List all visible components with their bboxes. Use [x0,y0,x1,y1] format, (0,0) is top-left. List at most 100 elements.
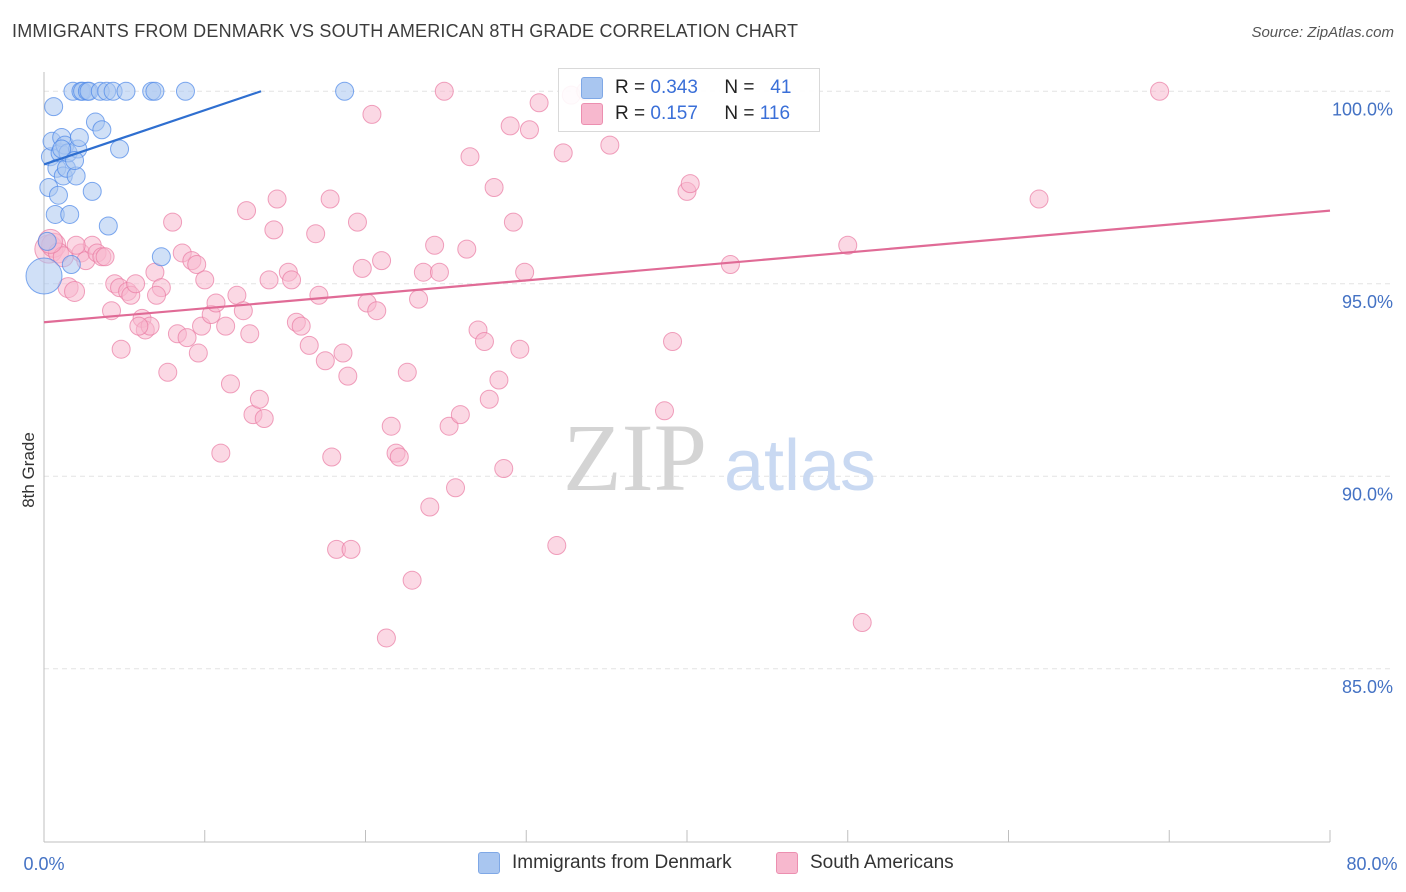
south-american-point [446,478,466,498]
south-american-point [306,224,326,244]
denmark-point [98,216,118,236]
south-american-point [494,459,514,479]
denmark-point [92,120,112,140]
south-american-point [282,270,302,290]
south-american-point [510,339,530,359]
bottom-legend-south-americans[interactable]: South Americans [776,852,954,874]
denmark-point [25,257,63,295]
axes [43,72,1331,843]
south-american-point [852,613,872,633]
south-american-point [457,239,477,259]
south-american-point [402,570,422,590]
south-american-point [322,447,342,467]
south-american-point [237,201,257,221]
south-american-point [425,235,445,255]
south-american-point [553,143,573,163]
south-american-point [129,316,149,336]
south-american-point [1150,81,1170,101]
x-tick-label-min: 0.0% [23,854,64,874]
south-american-point [434,81,454,101]
bottom-legend-label-south-americans: South Americans [810,852,954,873]
south-american-point [450,405,470,425]
south-american-point [333,343,353,363]
south-american-point [147,285,167,305]
south-american-point [489,370,509,390]
south-american-point [163,212,183,232]
y-tick-label: 85.0% [1342,677,1393,697]
y-tick-label: 100.0% [1332,99,1393,119]
south-american-point [460,147,480,167]
y-tick-label: 90.0% [1342,484,1393,504]
denmark-point [69,127,89,147]
south-american-point [397,362,417,382]
south-american-point [320,189,340,209]
chart-title: IMMIGRANTS FROM DENMARK VS SOUTH AMERICA… [12,21,799,41]
south-american-point [187,255,207,274]
legend-swatch-blue [581,77,603,99]
south-american-point [315,351,335,371]
south-american-point [211,443,231,463]
denmark-point [151,247,171,267]
south-american-point [838,235,858,255]
bottom-legend-label-denmark: Immigrants from Denmark [512,852,732,873]
south-american-point [66,235,86,255]
denmark-point [60,204,80,224]
south-americans-trend-line [43,209,1331,324]
denmark-point [145,81,165,101]
south-american-point [474,332,494,351]
denmark-point [44,97,64,117]
south-american-point [309,285,329,305]
south-american-point [291,316,311,336]
south-american-point [420,497,440,517]
source-label: Source: ZipAtlas.com [1251,24,1394,41]
south-american-point [547,536,567,556]
legend: R = 0.343 N = 41 R = 0.157 N = 116 [558,68,820,132]
legend-swatch-pink [581,103,603,125]
south-american-point [362,104,382,124]
south-american-point [267,189,287,209]
denmark-point [175,81,195,101]
south-american-point [341,539,361,559]
south-american-point [376,628,396,648]
legend-n-label: N = [724,77,755,98]
x-tick-label-max: 80.0% [1346,854,1397,874]
south-american-point [663,332,683,351]
south-american-point [111,339,131,359]
south-american-point [529,93,549,113]
south-american-point [503,212,523,232]
legend-r-label: R = [615,77,646,98]
south-american-point [259,270,279,290]
south-american-point [126,274,146,294]
denmark-trend-line [43,90,262,166]
south-american-point [158,362,178,382]
bottom-legend: Immigrants from Denmark South Americans [0,852,1406,880]
south-american-point [249,389,269,409]
south-american-point [1029,189,1049,209]
south-american-point [484,178,504,197]
south-american-point [720,255,740,274]
denmark-point [116,81,136,101]
south-american-point [220,374,240,394]
legend-r-value-1: 0.343 [650,77,698,98]
watermark: ZIP atlas [563,404,876,511]
south-american-point [519,120,539,140]
south-american-point [372,251,392,271]
legend-n-value-2: 116 [759,103,791,124]
bottom-legend-denmark[interactable]: Immigrants from Denmark [478,852,732,874]
south-american-point [413,262,433,282]
south-american-point [177,328,197,348]
south-american-point [479,389,499,409]
tick-labels: 85.0% 90.0% 95.0% 100.0% 0.0% 80.0% [23,99,1397,874]
bottom-legend-swatch-blue [478,852,500,874]
south-american-point [367,301,387,321]
south-american-point [254,409,274,428]
south-american-point [64,280,86,302]
legend-n-value-1: 41 [770,77,792,98]
south-american-point [500,116,520,136]
denmark-point [48,185,68,205]
south-american-point [600,135,620,155]
denmark-point [61,255,81,274]
south-american-point [429,262,449,282]
series-south-americans [34,81,1170,648]
